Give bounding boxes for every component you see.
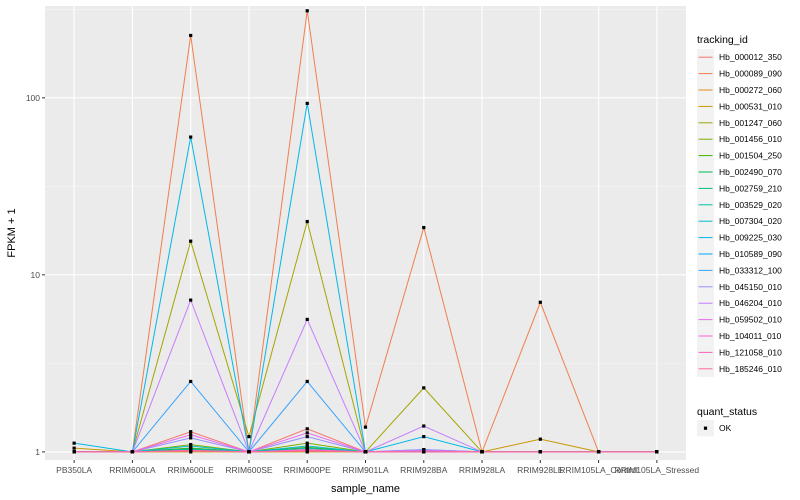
data-point: [130, 450, 135, 454]
legend-color-title: tracking_id: [697, 34, 748, 46]
legend-label: Hb_001456_010: [719, 134, 782, 144]
data-point: [655, 450, 659, 454]
legend-shape-keys: OK: [697, 420, 732, 437]
data-point: [363, 425, 368, 429]
data-point: [538, 450, 542, 454]
data-point: [363, 450, 368, 454]
data-point: [189, 135, 193, 139]
data-point: [422, 424, 426, 428]
legend-label: Hb_121058_010: [719, 347, 782, 357]
data-point: [305, 449, 309, 453]
legend-label: Hb_046204_010: [719, 298, 782, 308]
x-axis: PB350LA RRIM600LA RRIM600LE RRIM600SE RRIM60…: [56, 460, 699, 475]
legend-label: Hb_000089_090: [719, 69, 782, 79]
data-point: [247, 450, 251, 454]
data-point: [538, 437, 542, 441]
data-point: [189, 298, 193, 302]
data-point: [189, 436, 193, 440]
legend-label: Hb_059502_010: [719, 315, 782, 325]
data-point: [72, 450, 76, 454]
x-tick-label: RRIM928LA: [459, 465, 506, 475]
data-point: [422, 225, 426, 230]
legend-label: Hb_001504_250: [719, 151, 782, 161]
x-tick-label: RRIM600LE: [168, 465, 215, 475]
data-point: [305, 219, 309, 224]
data-point: [305, 9, 309, 13]
data-point: [247, 435, 251, 439]
data-point: [305, 435, 309, 439]
x-tick-label: RRIM105LA_Stressed: [615, 465, 700, 475]
data-point: [305, 431, 309, 435]
legend-label: Hb_009225_030: [719, 233, 782, 243]
legend-label: Hb_010589_090: [719, 249, 782, 259]
legend-label: Hb_003529_020: [719, 200, 782, 210]
legend: tracking_id Hb_000012_350Hb_000089_090Hb…: [697, 34, 782, 437]
y-axis: 1 10 100: [26, 93, 45, 457]
data-point: [305, 379, 309, 384]
data-points: [72, 9, 659, 454]
legend-label: Hb_002490_070: [719, 167, 782, 177]
data-point: [305, 427, 309, 431]
legend-label: Hb_033312_100: [719, 265, 782, 275]
data-point: [189, 379, 193, 384]
x-axis-title: sample_name: [331, 483, 400, 495]
data-point: [189, 449, 193, 453]
legend-label: Hb_000272_060: [719, 85, 782, 95]
data-point: [538, 300, 542, 304]
legend-label: Hb_000531_010: [719, 101, 782, 111]
data-point: [189, 433, 193, 437]
legend-label: Hb_000012_350: [719, 52, 782, 62]
data-point: [72, 441, 76, 445]
x-tick-label: RRIM928BA: [400, 465, 448, 475]
gridlines: [45, 6, 686, 460]
y-tick-label: 100: [26, 93, 40, 103]
data-point: [596, 450, 601, 454]
data-point: [189, 33, 193, 38]
y-axis-title: FPKM + 1: [6, 208, 18, 257]
data-point: [305, 441, 309, 445]
data-point: [72, 446, 76, 450]
legend-label: Hb_045150_010: [719, 282, 782, 292]
data-point: [189, 444, 193, 448]
legend-shape-swatch: [703, 426, 708, 430]
legend-label: Hb_007304_020: [719, 216, 782, 226]
data-point: [480, 450, 484, 454]
x-tick-label: PB350LA: [56, 465, 92, 475]
legend-label: Hb_104011_010: [719, 331, 782, 341]
legend-label: Hb_185246_010: [719, 364, 782, 374]
legend-label: Hb_002759_210: [719, 183, 782, 193]
data-point: [305, 317, 309, 322]
x-tick-label: RRIM600SE: [225, 465, 273, 475]
legend-label: Hb_001247_060: [719, 118, 782, 128]
data-point: [189, 430, 193, 434]
x-tick-label: RRIM600LA: [109, 465, 156, 475]
y-tick-label: 1: [35, 447, 40, 457]
data-point: [422, 386, 426, 390]
x-tick-label: RRIM600PE: [284, 465, 332, 475]
legend-color-keys: Hb_000012_350 Hb_000089_090 Hb_000272_060 H…: [697, 49, 782, 377]
data-point: [189, 239, 193, 243]
data-point: [422, 450, 426, 454]
x-tick-label: RRIM928LE: [517, 465, 564, 475]
x-tick-label: RRIM105LA_Control: [559, 465, 638, 475]
legend-shape-title: quant_status: [697, 406, 757, 418]
data-point: [422, 435, 426, 439]
legend-shape-label: OK: [719, 423, 732, 433]
x-tick-label: RRIM901LA: [342, 465, 389, 475]
y-tick-label: 10: [31, 270, 41, 280]
data-point: [305, 444, 309, 448]
data-point: [305, 101, 309, 105]
